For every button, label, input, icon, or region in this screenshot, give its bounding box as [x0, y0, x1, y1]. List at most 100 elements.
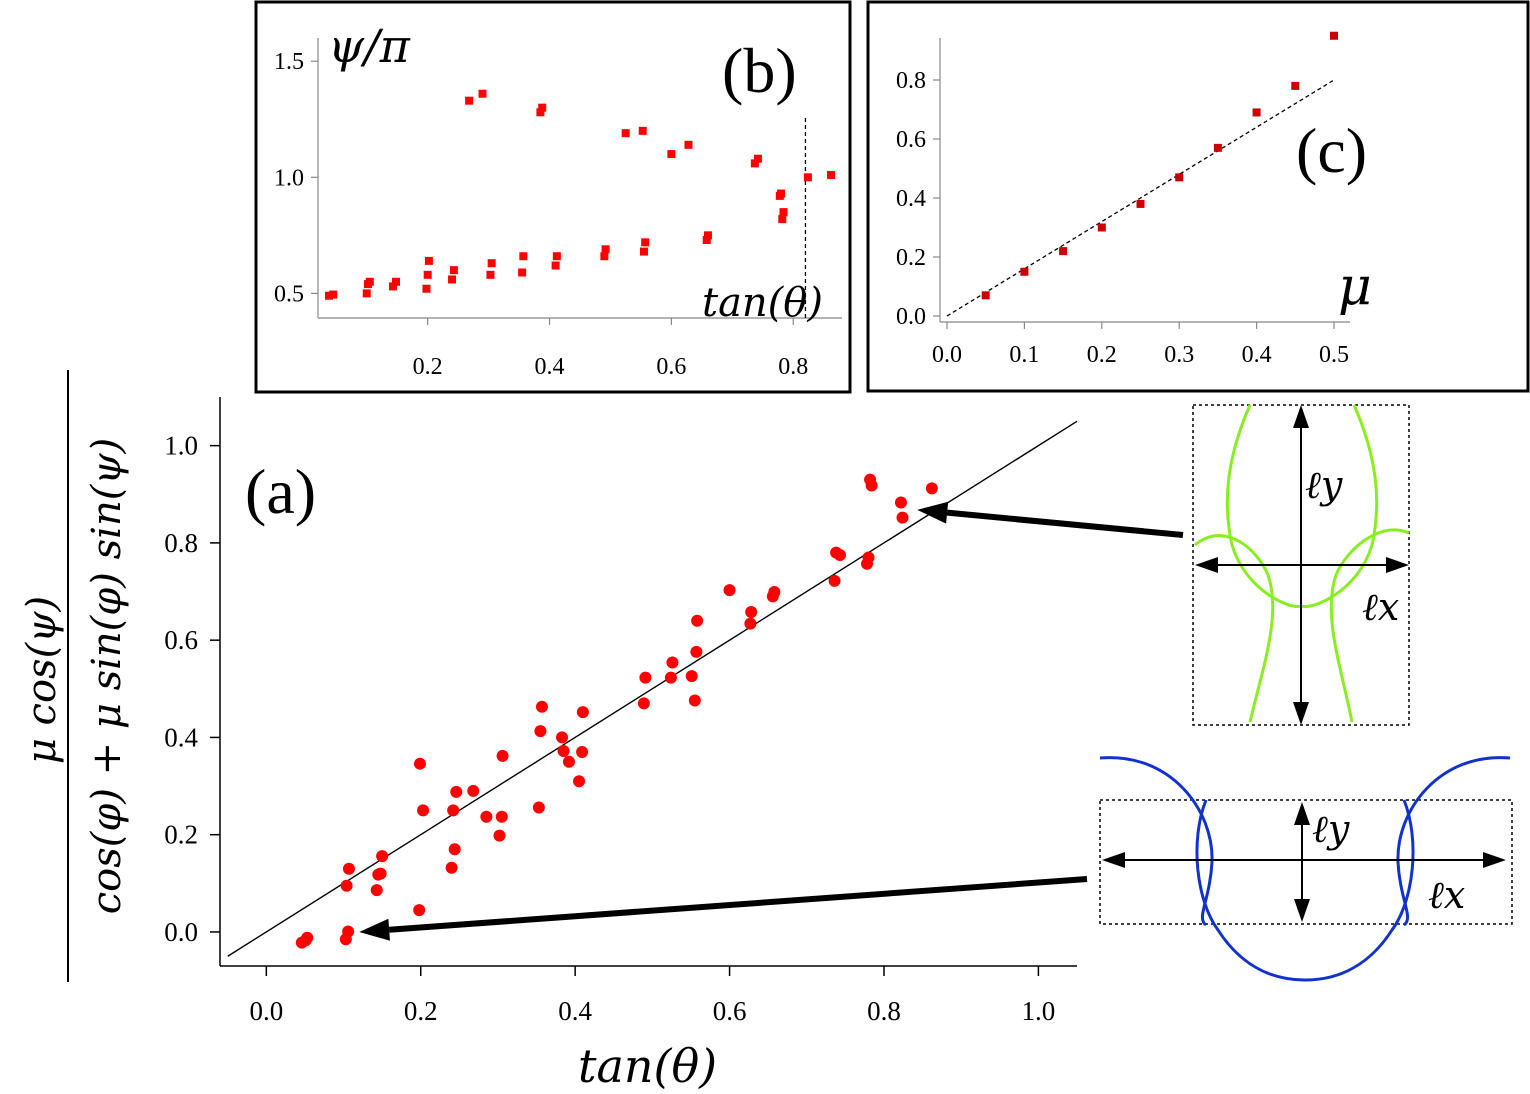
panel-a-data-point — [445, 861, 458, 874]
panel-a-ylabel-numerator: μ cos(ψ) — [19, 596, 65, 764]
panel-b-data-point — [702, 235, 711, 244]
panel-b-data-point — [803, 173, 812, 182]
inset-blue-right-arc — [1396, 756, 1511, 927]
panel-a-ytick-label: 1.0 — [164, 431, 198, 461]
panel-b-data-point — [424, 256, 433, 265]
panel-c-data-point — [1291, 81, 1300, 90]
inset-green-arrows — [1206, 418, 1398, 712]
panel-a-callout-arrows — [359, 501, 1184, 941]
panel-a-data-point — [562, 755, 575, 768]
panel-c-data-point — [1213, 143, 1222, 152]
panel-a-data-point — [493, 829, 506, 842]
panel-b-data-point — [621, 129, 630, 138]
inset-blue-frame — [1099, 799, 1513, 925]
panel-a-data-point — [925, 482, 938, 495]
arrow-blue-head — [359, 918, 390, 941]
panel-c-xtick-label: 0.1 — [1009, 342, 1039, 368]
panel-a-data-point — [340, 879, 353, 892]
panel-a-data-point — [495, 810, 508, 823]
panel-a-data-point — [666, 656, 679, 669]
panel-a-data-point — [532, 801, 545, 814]
panel-b-data-point — [449, 266, 458, 275]
arrow-blue-to-point — [388, 876, 1088, 933]
panel-b-data-point — [551, 261, 560, 270]
panel-b: 0.2 0.4 0.6 0.8 0.5 1.0 1.5 (b) ψ/π tan(θ) — [254, 0, 852, 394]
panel-b-frame — [254, 0, 852, 394]
panel-b-data-point — [703, 231, 712, 240]
panel-a-data-point — [894, 496, 907, 509]
panel-a-data-point — [828, 574, 841, 587]
panel-c-points — [981, 31, 1338, 300]
panel-c-ytick-label: 0.0 — [896, 304, 926, 330]
panel-b-data-point — [423, 270, 432, 279]
inset-blue-arrows — [1113, 812, 1494, 912]
panel-a-ytick-label: 0.0 — [164, 917, 198, 947]
panel-a-xtick-label: 0.6 — [713, 996, 747, 1026]
panel-b-data-point — [422, 284, 431, 293]
panel-b-data-point — [778, 215, 787, 224]
panel-b-data-point — [465, 96, 474, 105]
inset-blue-label-ly: ℓy — [1312, 807, 1350, 851]
panel-b-data-point — [777, 189, 786, 198]
panel-c: 0.0 0.1 0.2 0.3 0.4 0.5 0.0 0.2 0.4 0.6 0.8 (c) μ — [866, 0, 1530, 393]
panel-c-xtick-label: 0.5 — [1319, 342, 1349, 368]
panel-b-data-point — [667, 150, 676, 159]
inset-blue-left-arc — [1099, 756, 1214, 927]
panel-a-data-point — [447, 804, 460, 817]
panel-a-ticks: 0.0 0.2 0.4 0.6 0.8 1.0 0.0 0.2 0.4 0.6 0.8 1.0 — [164, 397, 1077, 1026]
panel-a-data-point — [417, 804, 430, 817]
panel-c-xtick-label: 0.2 — [1087, 342, 1117, 368]
panel-a: 0.0 0.2 0.4 0.6 0.8 1.0 0.0 0.2 0.4 0.6 0.8 1.0 (a)… — [19, 370, 1078, 1093]
panel-a-data-point — [576, 706, 589, 719]
panel-c-ticks: 0.0 0.1 0.2 0.3 0.4 0.5 0.0 0.2 0.4 0.6 0.8 — [896, 38, 1350, 368]
panel-b-ytick-label: 0.5 — [274, 281, 304, 307]
panel-a-data-point — [370, 884, 383, 897]
panel-b-data-point — [365, 277, 374, 286]
panel-a-xtick-label: 0.2 — [404, 996, 438, 1026]
panel-b-data-point — [536, 108, 545, 117]
inset-blue-shape: ℓy ℓx — [1099, 756, 1513, 982]
panel-a-data-point — [480, 810, 493, 823]
panel-a-fit-line — [227, 420, 1078, 957]
inset-green-arrowheads — [1195, 405, 1409, 725]
panel-a-data-point — [534, 725, 547, 738]
panel-a-data-point — [374, 867, 387, 880]
panel-a-ytick-label: 0.4 — [164, 722, 198, 752]
panel-a-data-point — [745, 605, 758, 618]
panel-c-ytick-label: 0.8 — [896, 68, 926, 94]
panel-b-data-point — [601, 245, 610, 254]
panel-b-xtick-label: 0.6 — [656, 354, 686, 380]
panel-c-xtick-label: 0.4 — [1242, 342, 1272, 368]
panel-a-xlabel: tan(θ) — [578, 1039, 717, 1093]
panel-b-data-point — [779, 208, 788, 217]
arrow-green-head — [917, 501, 949, 524]
panel-c-xlabel: μ — [1338, 257, 1372, 317]
panel-a-data-point — [865, 479, 878, 492]
panel-a-data-point — [413, 904, 426, 917]
panel-a-data-point — [833, 549, 846, 562]
panel-c-data-point — [1330, 31, 1338, 40]
panel-c-xtick-label: 0.0 — [932, 342, 962, 368]
panel-b-data-point — [486, 270, 495, 279]
panel-a-data-point — [664, 671, 677, 684]
panel-c-ytick-label: 0.4 — [896, 186, 926, 212]
panel-a-data-point — [556, 731, 569, 744]
panel-b-data-point — [684, 140, 693, 149]
panel-a-ytick-label: 0.2 — [164, 820, 198, 850]
panel-a-data-point — [768, 586, 781, 599]
panel-b-data-point — [538, 103, 547, 112]
panel-a-label: (a) — [245, 456, 316, 527]
panel-a-data-point — [576, 746, 589, 759]
panel-b-ticks: 0.2 0.4 0.6 0.8 0.5 1.0 1.5 — [274, 38, 842, 380]
inset-blue-label-lx: ℓx — [1428, 873, 1465, 917]
panel-b-data-point — [827, 170, 836, 179]
panel-a-data-point — [450, 785, 463, 798]
inset-green-label-lx: ℓx — [1362, 585, 1399, 629]
panel-b-data-point — [518, 268, 527, 277]
panel-b-data-point — [388, 282, 397, 291]
panel-b-data-point — [478, 89, 487, 98]
panel-a-data-point — [637, 697, 650, 710]
panel-b-ytick-label: 1.5 — [274, 49, 304, 75]
panel-a-data-point — [639, 671, 652, 684]
